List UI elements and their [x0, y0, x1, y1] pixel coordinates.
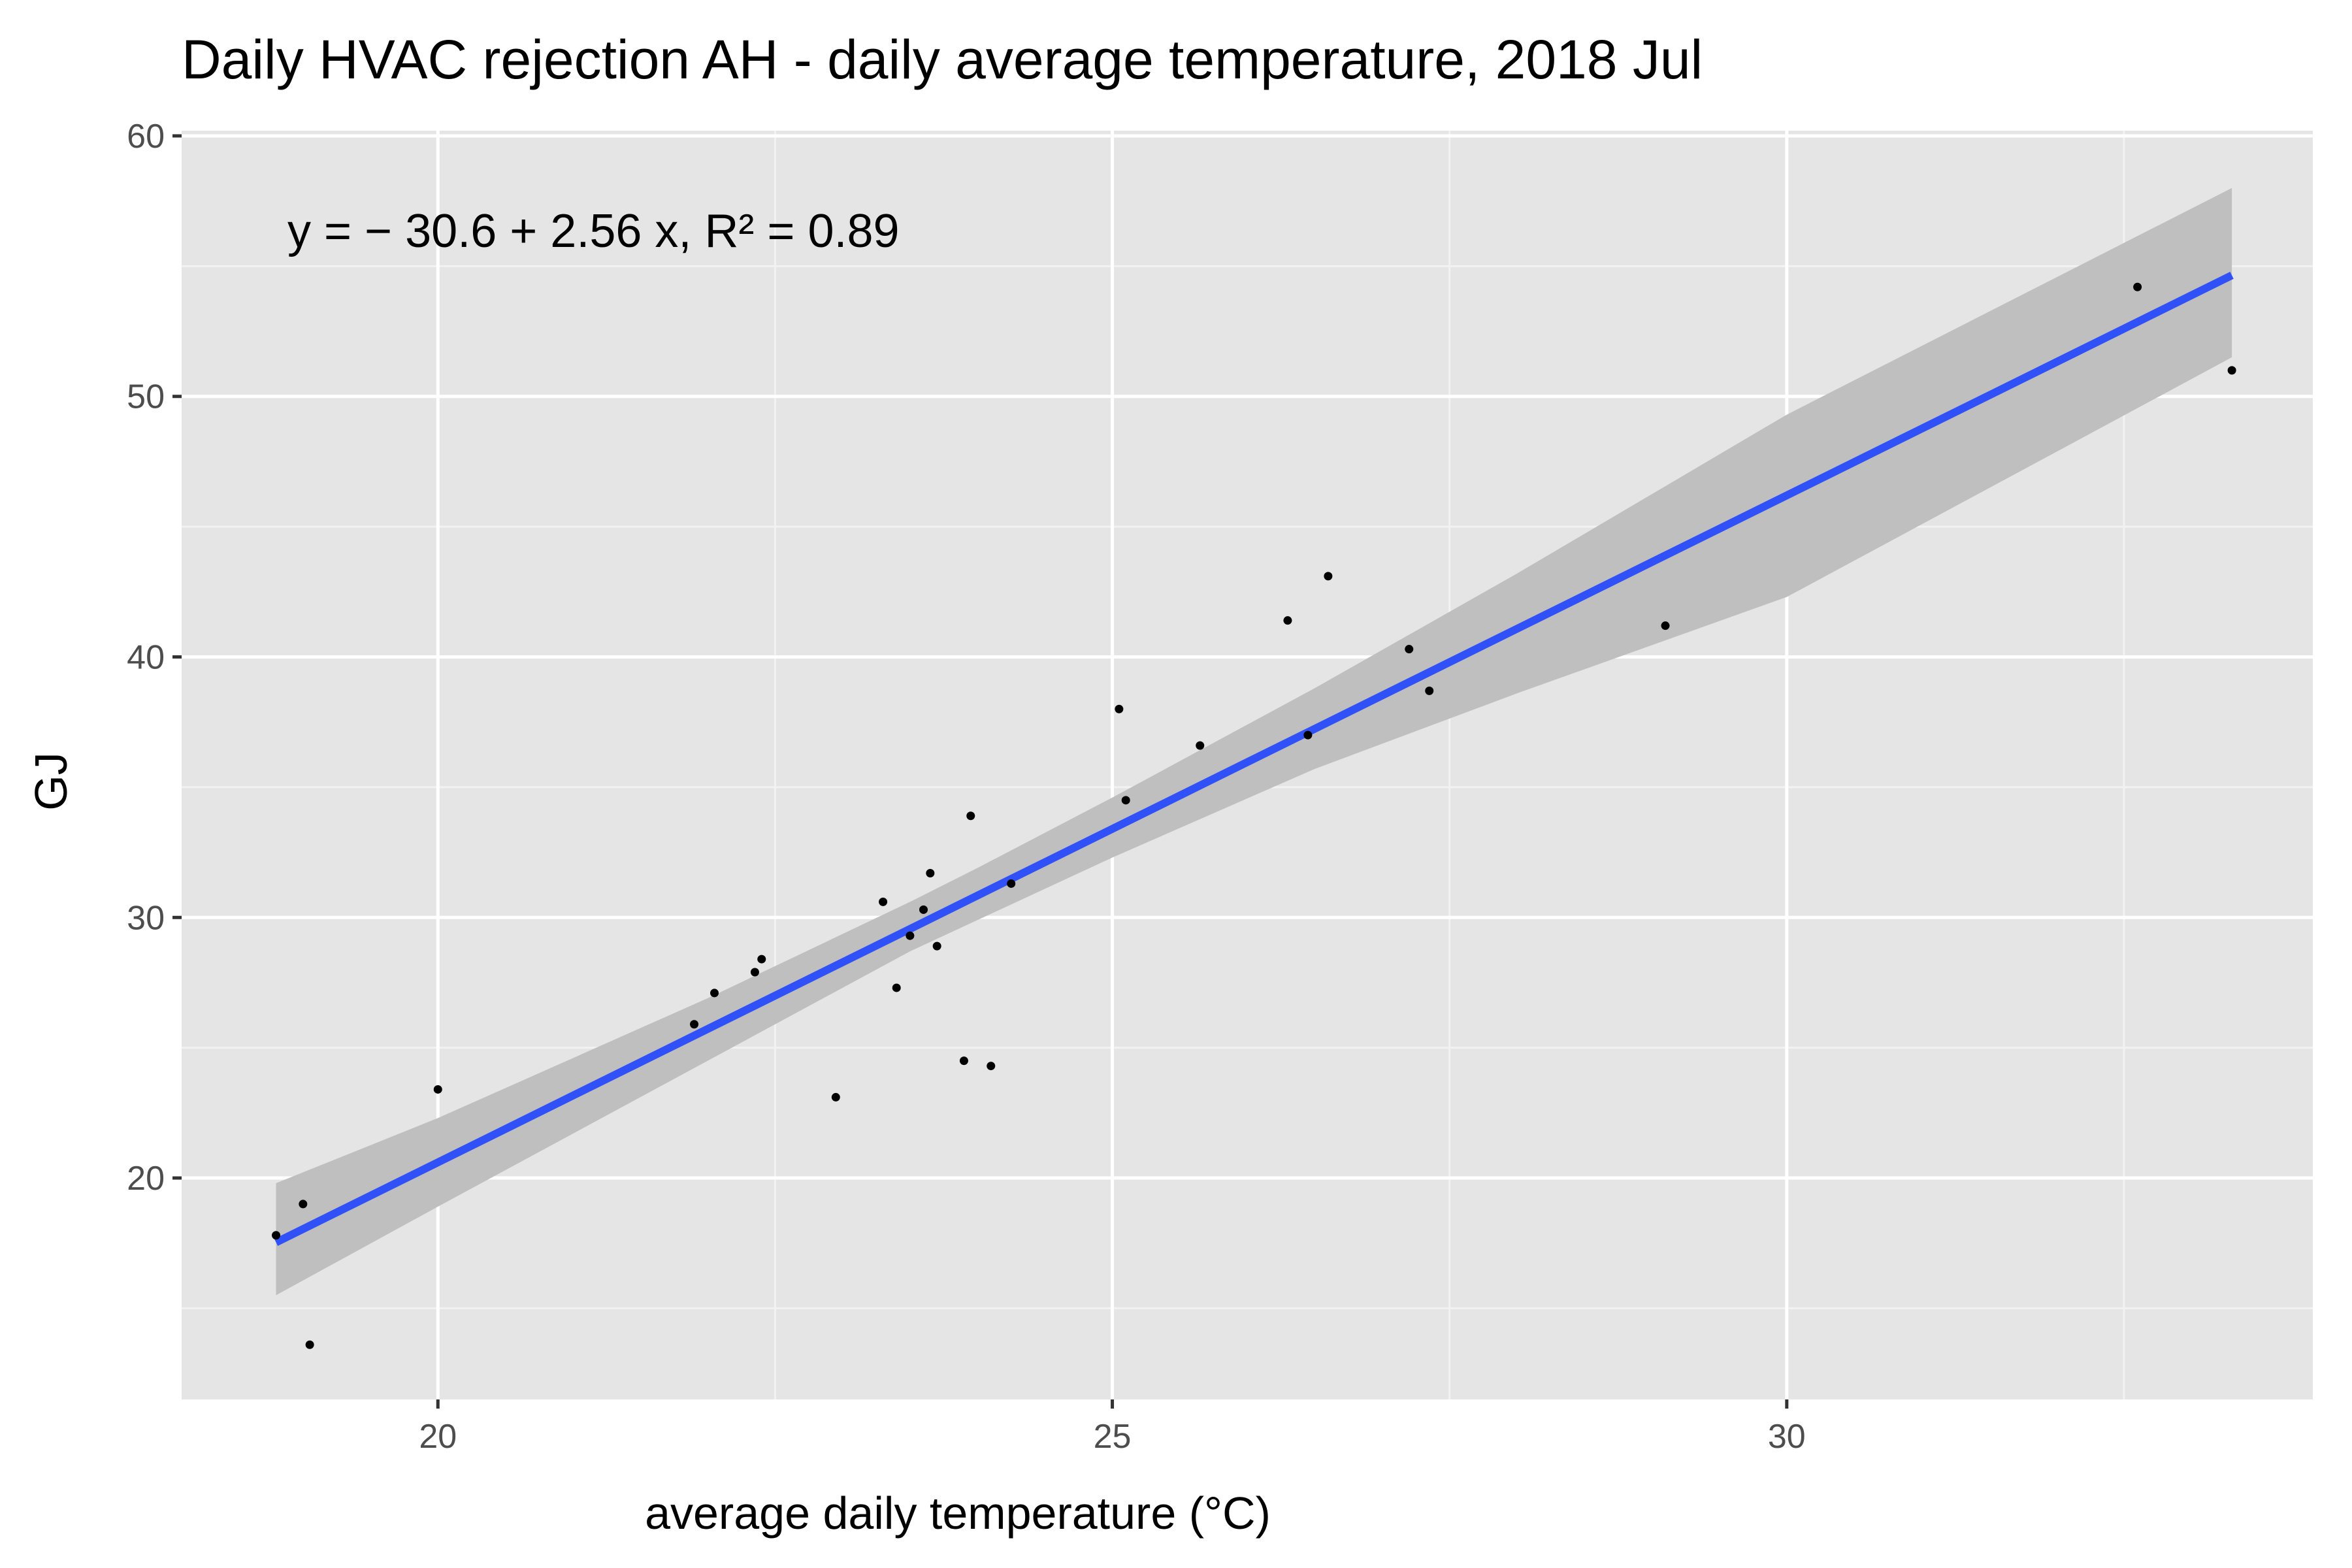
data-point: [1115, 704, 1124, 713]
regression-equation: y = − 30.6 + 2.56 x, R² = 0.89: [287, 205, 900, 257]
data-point: [710, 988, 719, 998]
data-point: [750, 968, 759, 977]
data-point: [305, 1340, 314, 1349]
data-point: [272, 1231, 281, 1240]
data-point: [690, 1020, 699, 1029]
data-point: [1425, 686, 1434, 695]
data-point: [892, 983, 901, 992]
x-axis: 20 25 30: [419, 1399, 1806, 1456]
data-point: [2133, 282, 2142, 291]
data-point: [1283, 616, 1292, 625]
data-point: [1405, 645, 1414, 654]
data-points: [272, 282, 2236, 1349]
data-point: [932, 941, 941, 951]
data-point: [757, 955, 766, 964]
data-point: [959, 1056, 968, 1066]
y-tick-label: 60: [127, 118, 165, 155]
y-tick-label: 50: [127, 378, 165, 416]
chart-title: Daily HVAC rejection AH - daily average …: [182, 29, 1703, 90]
data-point: [1303, 730, 1313, 740]
data-point: [919, 905, 928, 914]
plot-panel: [182, 131, 2313, 1399]
data-point: [1324, 572, 1333, 581]
data-point: [1661, 621, 1670, 630]
regression-line: [274, 272, 2234, 1247]
data-point: [906, 931, 915, 940]
data-point: [987, 1062, 996, 1071]
y-axis-label: GJ: [25, 752, 76, 810]
data-point: [831, 1092, 840, 1102]
data-point: [1196, 741, 1205, 750]
y-tick-label: 30: [127, 899, 165, 937]
confidence-band: [276, 188, 2232, 1296]
x-axis-label: average daily temperature (°C): [645, 1488, 1271, 1539]
data-point: [926, 868, 935, 877]
y-tick-label: 40: [127, 639, 165, 677]
x-tick-label: 20: [419, 1418, 457, 1456]
data-point: [1007, 879, 1016, 888]
minor-gridlines: [182, 131, 2313, 1399]
data-point: [1121, 796, 1130, 805]
data-point: [879, 897, 888, 906]
data-point: [433, 1085, 442, 1094]
data-point: [2227, 366, 2236, 375]
x-tick-label: 25: [1094, 1418, 1132, 1456]
y-tick-label: 20: [127, 1160, 165, 1198]
data-point: [966, 811, 975, 821]
y-axis: 20 30 40 50 60: [127, 118, 182, 1198]
x-tick-label: 30: [1768, 1418, 1806, 1456]
data-point: [299, 1200, 308, 1209]
